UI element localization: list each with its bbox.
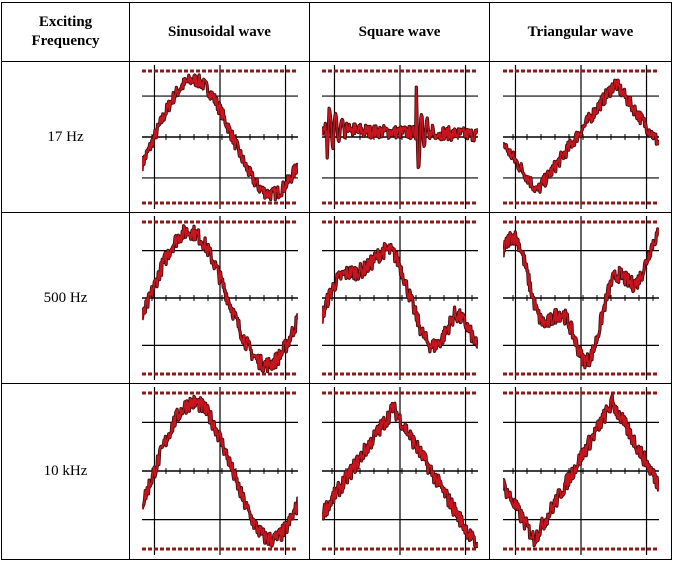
waveform-plot-500hz-sine: [141, 216, 298, 380]
waveform-cell-10khz-triangle: [489, 383, 672, 560]
waveform-plot-10khz-sine: [141, 387, 298, 555]
waveform-cell-500hz-triangle: [489, 212, 672, 384]
waveform-plot-17hz-square: [321, 65, 478, 209]
table-row-500hz: 500 Hz: [1, 212, 672, 384]
waveform-plot-17hz-triangle: [502, 65, 659, 209]
waveform-plot-500hz-square: [321, 216, 478, 380]
waveform-cell-10khz-sine: [129, 383, 310, 560]
waveform-trace: [141, 395, 298, 547]
table-row-10khz: 10 kHz: [1, 383, 672, 560]
waveform-plot-17hz-sine: [141, 65, 298, 209]
header-frequency-line1: Exciting: [38, 14, 93, 30]
waveform-cell-17hz-square: [309, 61, 490, 213]
frequency-cell: 500 Hz: [1, 212, 130, 384]
frequency-cell: 10 kHz: [1, 383, 130, 560]
header-triangular-wave: Triangular wave: [489, 2, 672, 62]
header-sinusoidal-wave: Sinusoidal wave: [129, 2, 310, 62]
waveform-trace: [502, 79, 659, 193]
waveform-trace: [321, 86, 478, 169]
waveform-cell-500hz-sine: [129, 212, 310, 384]
waveform-cell-17hz-sine: [129, 61, 310, 213]
waveform-trace: [141, 74, 298, 201]
waveform-trace: [321, 242, 478, 353]
header-row: Exciting Frequency Sinusoidal wave Squar…: [1, 2, 672, 62]
table-row-17hz: 17 Hz: [1, 61, 672, 213]
waveform-trace: [141, 224, 298, 373]
waveform-plot-10khz-triangle: [502, 387, 659, 555]
waveform-plot-500hz-triangle: [502, 216, 659, 380]
waveform-plot-10khz-square: [321, 387, 478, 555]
header-exciting-frequency: Exciting Frequency: [1, 2, 130, 62]
header-frequency-line2: Frequency: [31, 33, 100, 49]
waveform-trace: [502, 394, 659, 547]
waveform-cell-10khz-square: [309, 383, 490, 560]
header-square-wave: Square wave: [309, 2, 490, 62]
waveform-cell-500hz-square: [309, 212, 490, 384]
waveform-trace: [502, 228, 659, 369]
waveform-cell-17hz-triangle: [489, 61, 672, 213]
waveform-table: Exciting Frequency Sinusoidal wave Squar…: [1, 2, 672, 560]
waveform-trace: [321, 402, 478, 548]
frequency-cell: 17 Hz: [1, 61, 130, 213]
